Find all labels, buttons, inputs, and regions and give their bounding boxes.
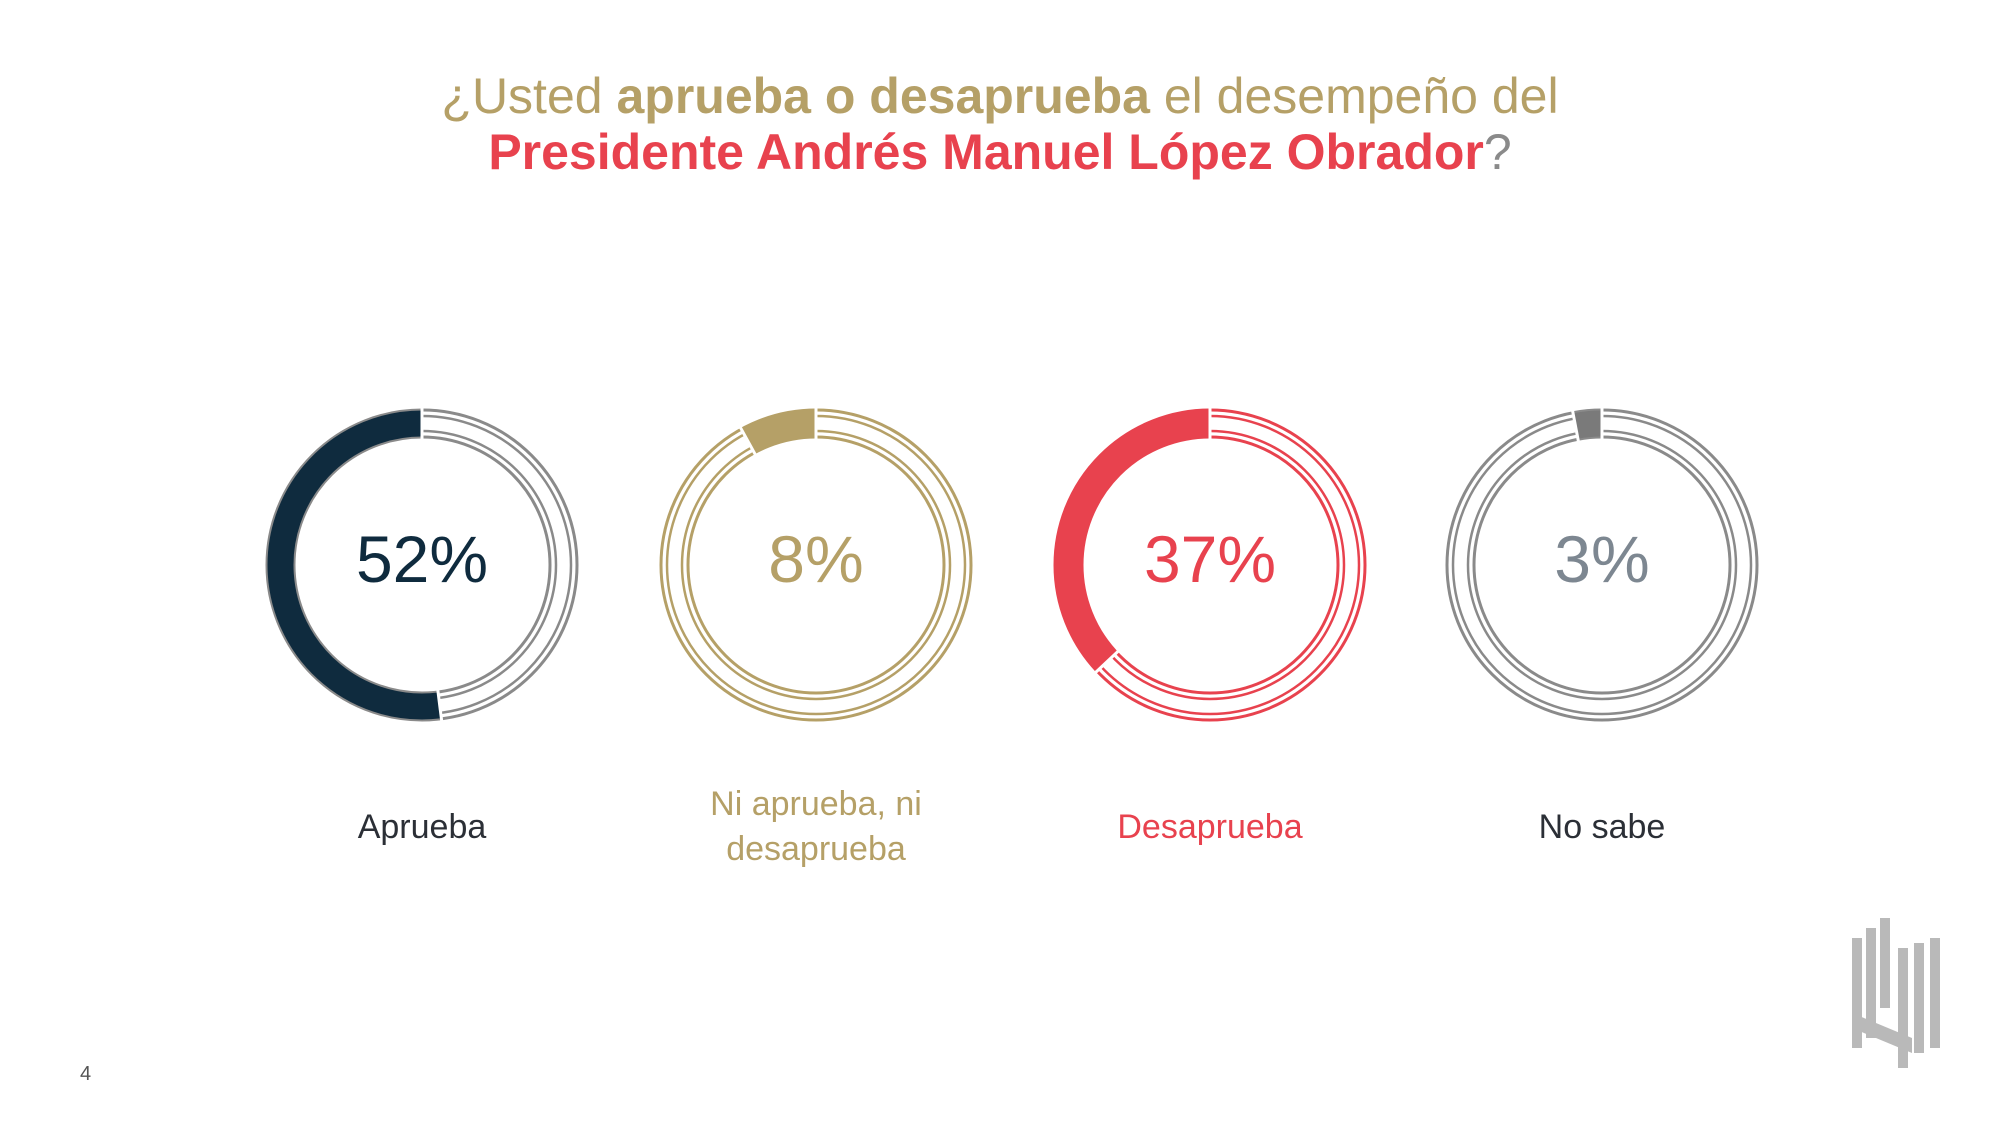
label-line: desaprueba <box>726 830 906 868</box>
donut-value-arc <box>267 410 442 720</box>
donut-value-arc <box>741 410 817 453</box>
brand-logo <box>1852 918 1948 1073</box>
donut-arc-edge <box>739 426 757 456</box>
donut-value-arc <box>1055 410 1211 671</box>
donut-value-arc <box>1573 410 1603 439</box>
donut-2 <box>659 408 973 722</box>
title-bold-question: aprueba o desaprueba <box>616 68 1150 124</box>
page-number: 4 <box>80 1063 92 1085</box>
donut-4 <box>1445 408 1759 722</box>
title-question-mark: ? <box>1483 124 1512 180</box>
donut-category-label: Desaprueba <box>1040 805 1380 850</box>
chart-title-line-2: Presidente Andrés Manuel López Obrador? <box>0 124 2000 180</box>
donut-value-label: 37% <box>1143 522 1277 596</box>
donut-1 <box>265 408 579 722</box>
donut-value-label: 8% <box>768 522 864 596</box>
donut-category-label: Ni aprueba, ni desaprueba <box>646 782 986 872</box>
donut-arc-edge <box>436 689 444 721</box>
label-line: Desaprueba <box>1117 808 1303 846</box>
title-president-name: Presidente Andrés Manuel López Obrador <box>488 124 1484 180</box>
chart-title-line-1: ¿Usted aprueba o desaprueba el desempeño… <box>0 68 2000 124</box>
donut-arc-edge <box>1094 650 1120 674</box>
donut-category-label: No sabe <box>1432 805 1772 850</box>
donut-value-label: 52% <box>355 522 489 596</box>
label-line: Aprueba <box>357 808 487 846</box>
label-line: Ni aprueba, ni <box>710 785 922 823</box>
donut-arc-edge <box>1571 410 1580 442</box>
donut-category-label: Aprueba <box>252 805 592 850</box>
donut-3 <box>1053 408 1367 722</box>
title-post: el desempeño del <box>1149 68 1559 124</box>
donut-value-label: 3% <box>1554 522 1650 596</box>
title-pre: ¿Usted <box>441 68 617 124</box>
label-line: No sabe <box>1538 808 1666 846</box>
